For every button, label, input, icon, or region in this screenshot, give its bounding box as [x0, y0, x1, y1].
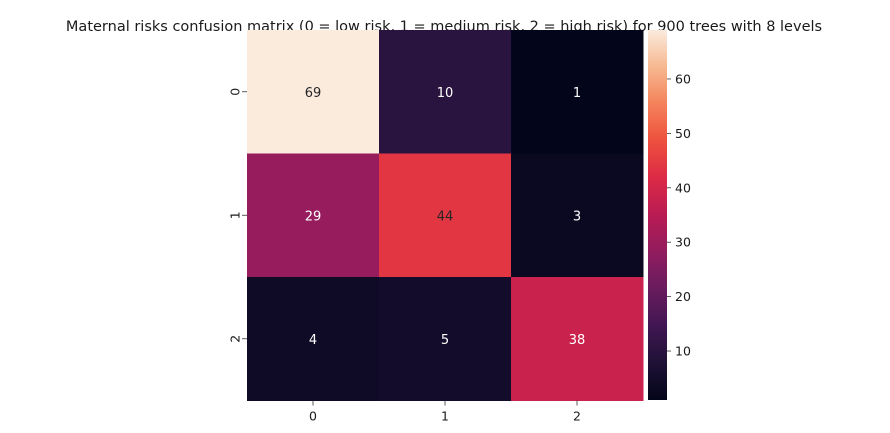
heatmap-cell [379, 277, 512, 401]
heatmap-cell [247, 277, 380, 401]
heatmap-cell [379, 30, 512, 154]
y-tick-label: 0 [228, 88, 243, 96]
heatmap-cell [511, 30, 644, 154]
cell-value-label: 44 [437, 209, 454, 224]
cell-value-label: 10 [437, 86, 454, 101]
cell-value-label: 29 [305, 209, 322, 224]
colorbar-gradient [648, 30, 667, 400]
heatmap-cell [511, 277, 644, 401]
cell-value-label: 1 [573, 86, 581, 101]
colorbar-tick-label: 40 [675, 180, 691, 195]
cell-value-label: 4 [309, 333, 317, 348]
heatmap-cell [247, 153, 380, 278]
cell-value-label: 69 [305, 86, 322, 101]
colorbar-tick-label: 50 [675, 126, 691, 141]
x-tick-label: 1 [441, 409, 449, 424]
x-tick-label: 0 [309, 409, 317, 424]
cell-value-label: 38 [569, 333, 586, 348]
x-tick-label: 2 [573, 409, 581, 424]
x-axis: 0 1 2 [309, 400, 581, 424]
heatmap-cells [247, 30, 644, 401]
colorbar-tick-label: 60 [675, 71, 691, 86]
colorbar: 10 20 30 40 50 60 [648, 30, 691, 400]
colorbar-tick-label: 30 [675, 235, 691, 250]
colorbar-tick-label: 10 [675, 344, 691, 359]
heatmap-cell [379, 153, 512, 278]
cell-value-label: 3 [573, 209, 581, 224]
heatmap-cell [511, 153, 644, 278]
heatmap-cell [247, 30, 380, 154]
y-axis: 0 1 2 [228, 88, 247, 343]
y-tick-label: 1 [228, 211, 243, 219]
y-tick-label: 2 [228, 335, 243, 343]
colorbar-tick-label: 20 [675, 289, 691, 304]
heatmap-cell-labels: 69 10 1 29 44 3 4 5 38 [305, 86, 586, 348]
cell-value-label: 5 [441, 333, 449, 348]
